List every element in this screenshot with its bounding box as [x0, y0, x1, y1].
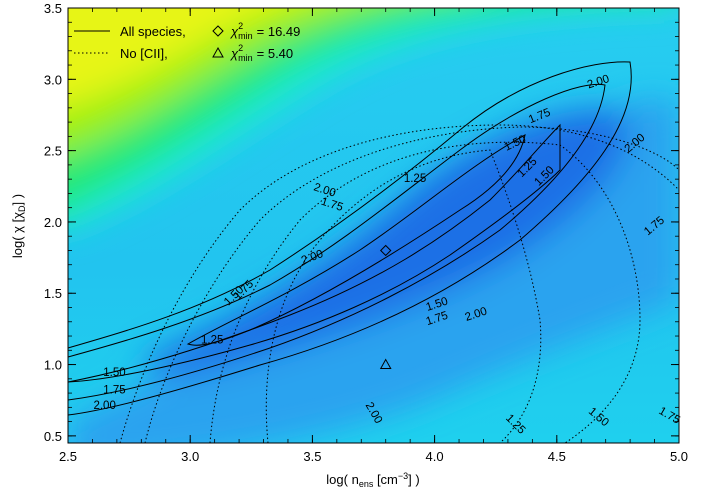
minima-markers — [379, 244, 392, 370]
legend-chi-all-species: χ2 min = 16.49 — [230, 21, 300, 41]
legend-label-all-species: All species, — [120, 24, 186, 39]
heatmap — [68, 8, 679, 443]
contour-solid-1.50 — [68, 123, 561, 383]
contour-label-13: 1.50 — [103, 367, 125, 379]
contour-dotted-2.00 — [119, 124, 679, 443]
contour-dotted-1.25 — [265, 149, 542, 443]
contour-solid-1.25 — [186, 134, 526, 346]
contour-solid-1.75 — [68, 83, 606, 401]
x-tick-label-4: 4.5 — [548, 449, 566, 464]
x-tick-label-5: 5.0 — [670, 449, 688, 464]
y-tick-label-6: 3.5 — [44, 1, 62, 16]
y-axis-label: log( χ [χD] ) — [10, 194, 27, 258]
contour-dotted-1.75 — [144, 126, 679, 443]
contour-label-15: 2.00 — [93, 400, 115, 412]
x-tick-label-0: 2.5 — [59, 449, 77, 464]
y-tick-label-1: 1.0 — [44, 358, 62, 373]
x-tick-label-2: 3.5 — [303, 449, 321, 464]
minimum-marker-triangle — [379, 358, 392, 370]
x-axis-label: log( nens [cm−3] ) — [326, 471, 419, 489]
heatmap-band-deep-blue — [140, 108, 628, 374]
y-tick-label-3: 2.0 — [44, 215, 62, 230]
contour-label-14: 1.75 — [103, 384, 125, 396]
y-tick-label-4: 2.5 — [44, 144, 62, 159]
y-tick-label-0: 0.5 — [44, 429, 62, 444]
x-tick-label-3: 4.0 — [426, 449, 444, 464]
contour-label-3: 1.25 — [404, 173, 426, 185]
legend-chi-no-cii: χ2 min = 5.40 — [230, 43, 293, 63]
y-tick-label-5: 3.0 — [44, 72, 62, 87]
legend-triangle-marker — [212, 46, 224, 58]
y-tick-label-2: 1.5 — [44, 286, 62, 301]
minimum-marker-diamond — [380, 244, 392, 257]
heatmap-band-yellow — [68, 8, 276, 107]
x-tick-label-1: 3.0 — [181, 449, 199, 464]
legend-label-no-cii: No [CII], — [120, 46, 168, 61]
plot-frame — [67, 7, 680, 444]
contour-label-12: 1.25 — [201, 334, 223, 346]
contour-solid-2.00 — [68, 61, 632, 416]
x-axis: 2.5 3.0 3.5 4.0 4.5 5.0 — [59, 8, 688, 464]
legend-diamond-marker — [212, 25, 224, 37]
y-axis: 0.5 1.0 1.5 2.0 2.5 3.0 3.5 — [44, 1, 679, 444]
legend: All species, χ2 min = 16.49 No [CII], χ2 mi… — [74, 21, 300, 63]
contours — [68, 61, 679, 443]
